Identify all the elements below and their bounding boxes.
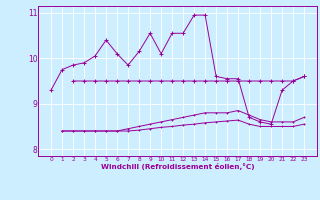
X-axis label: Windchill (Refroidissement éolien,°C): Windchill (Refroidissement éolien,°C) xyxy=(101,163,254,170)
